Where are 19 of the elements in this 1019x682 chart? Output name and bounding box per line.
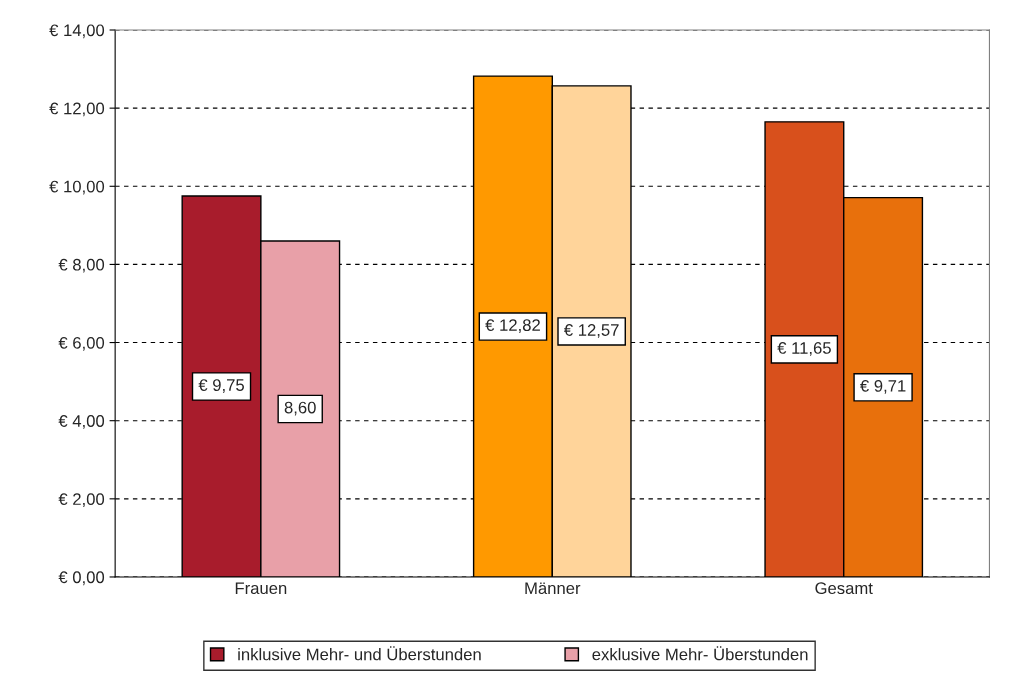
x-tick-label: Männer (525, 582, 581, 595)
data-label: € 12,82 (485, 319, 540, 333)
y-tick-label: € 0,00 (58, 571, 105, 586)
y-tick-label: € 2,00 (58, 493, 105, 508)
data-label: € 9,75 (198, 379, 244, 393)
data-label: € 9,71 (860, 379, 906, 394)
y-tick-label: € 14,00 (49, 24, 105, 39)
legend-label: exklusive Mehr- Überstunden (592, 646, 808, 661)
data-label: € 11,65 (777, 342, 831, 356)
y-tick-label: € 4,00 (58, 415, 105, 429)
x-tick-label: Gesamt (815, 582, 873, 595)
x-tick-label: Frauen (235, 582, 287, 595)
y-tick-label: € 10,00 (49, 180, 105, 195)
y-tick-label: € 8,00 (58, 258, 105, 273)
y-tick-label: € 12,00 (49, 102, 105, 117)
y-tick-label: € 6,00 (58, 336, 105, 351)
legend-label: inklusive Mehr- und Überstunden (238, 646, 481, 661)
data-label: € 12,57 (563, 324, 619, 338)
data-label: 8,60 (284, 401, 316, 416)
